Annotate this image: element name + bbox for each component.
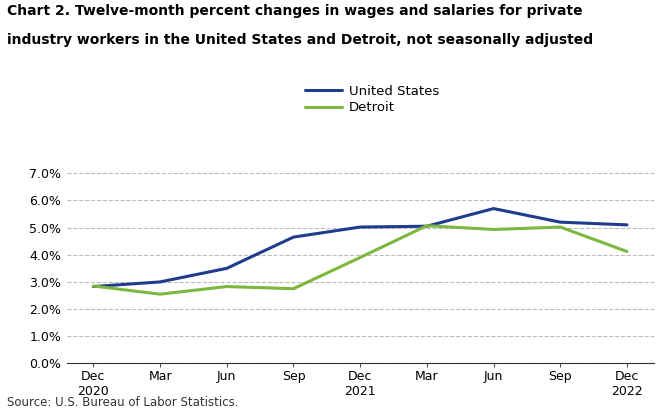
Detroit [89, 283, 97, 288]
United States [623, 222, 631, 227]
Detroit [490, 227, 498, 232]
Detroit [623, 249, 631, 254]
United States [356, 225, 364, 230]
Text: Source: U.S. Bureau of Labor Statistics.: Source: U.S. Bureau of Labor Statistics. [7, 396, 238, 409]
Text: industry workers in the United States and Detroit, not seasonally adjusted: industry workers in the United States an… [7, 33, 593, 47]
Detroit [556, 225, 564, 230]
United States [423, 224, 431, 229]
United States [223, 266, 231, 271]
Detroit [423, 223, 431, 228]
Text: Chart 2. Twelve-month percent changes in wages and salaries for private: Chart 2. Twelve-month percent changes in… [7, 4, 582, 18]
United States [156, 280, 164, 285]
Line: Detroit: Detroit [93, 225, 627, 294]
Line: United States: United States [93, 209, 627, 287]
United States [89, 284, 97, 289]
Detroit [223, 284, 231, 289]
United States [556, 220, 564, 225]
Legend: United States, Detroit: United States, Detroit [305, 85, 439, 114]
Detroit [156, 292, 164, 297]
Detroit [289, 286, 297, 291]
United States [490, 206, 498, 211]
Detroit [356, 255, 364, 260]
United States [289, 235, 297, 240]
